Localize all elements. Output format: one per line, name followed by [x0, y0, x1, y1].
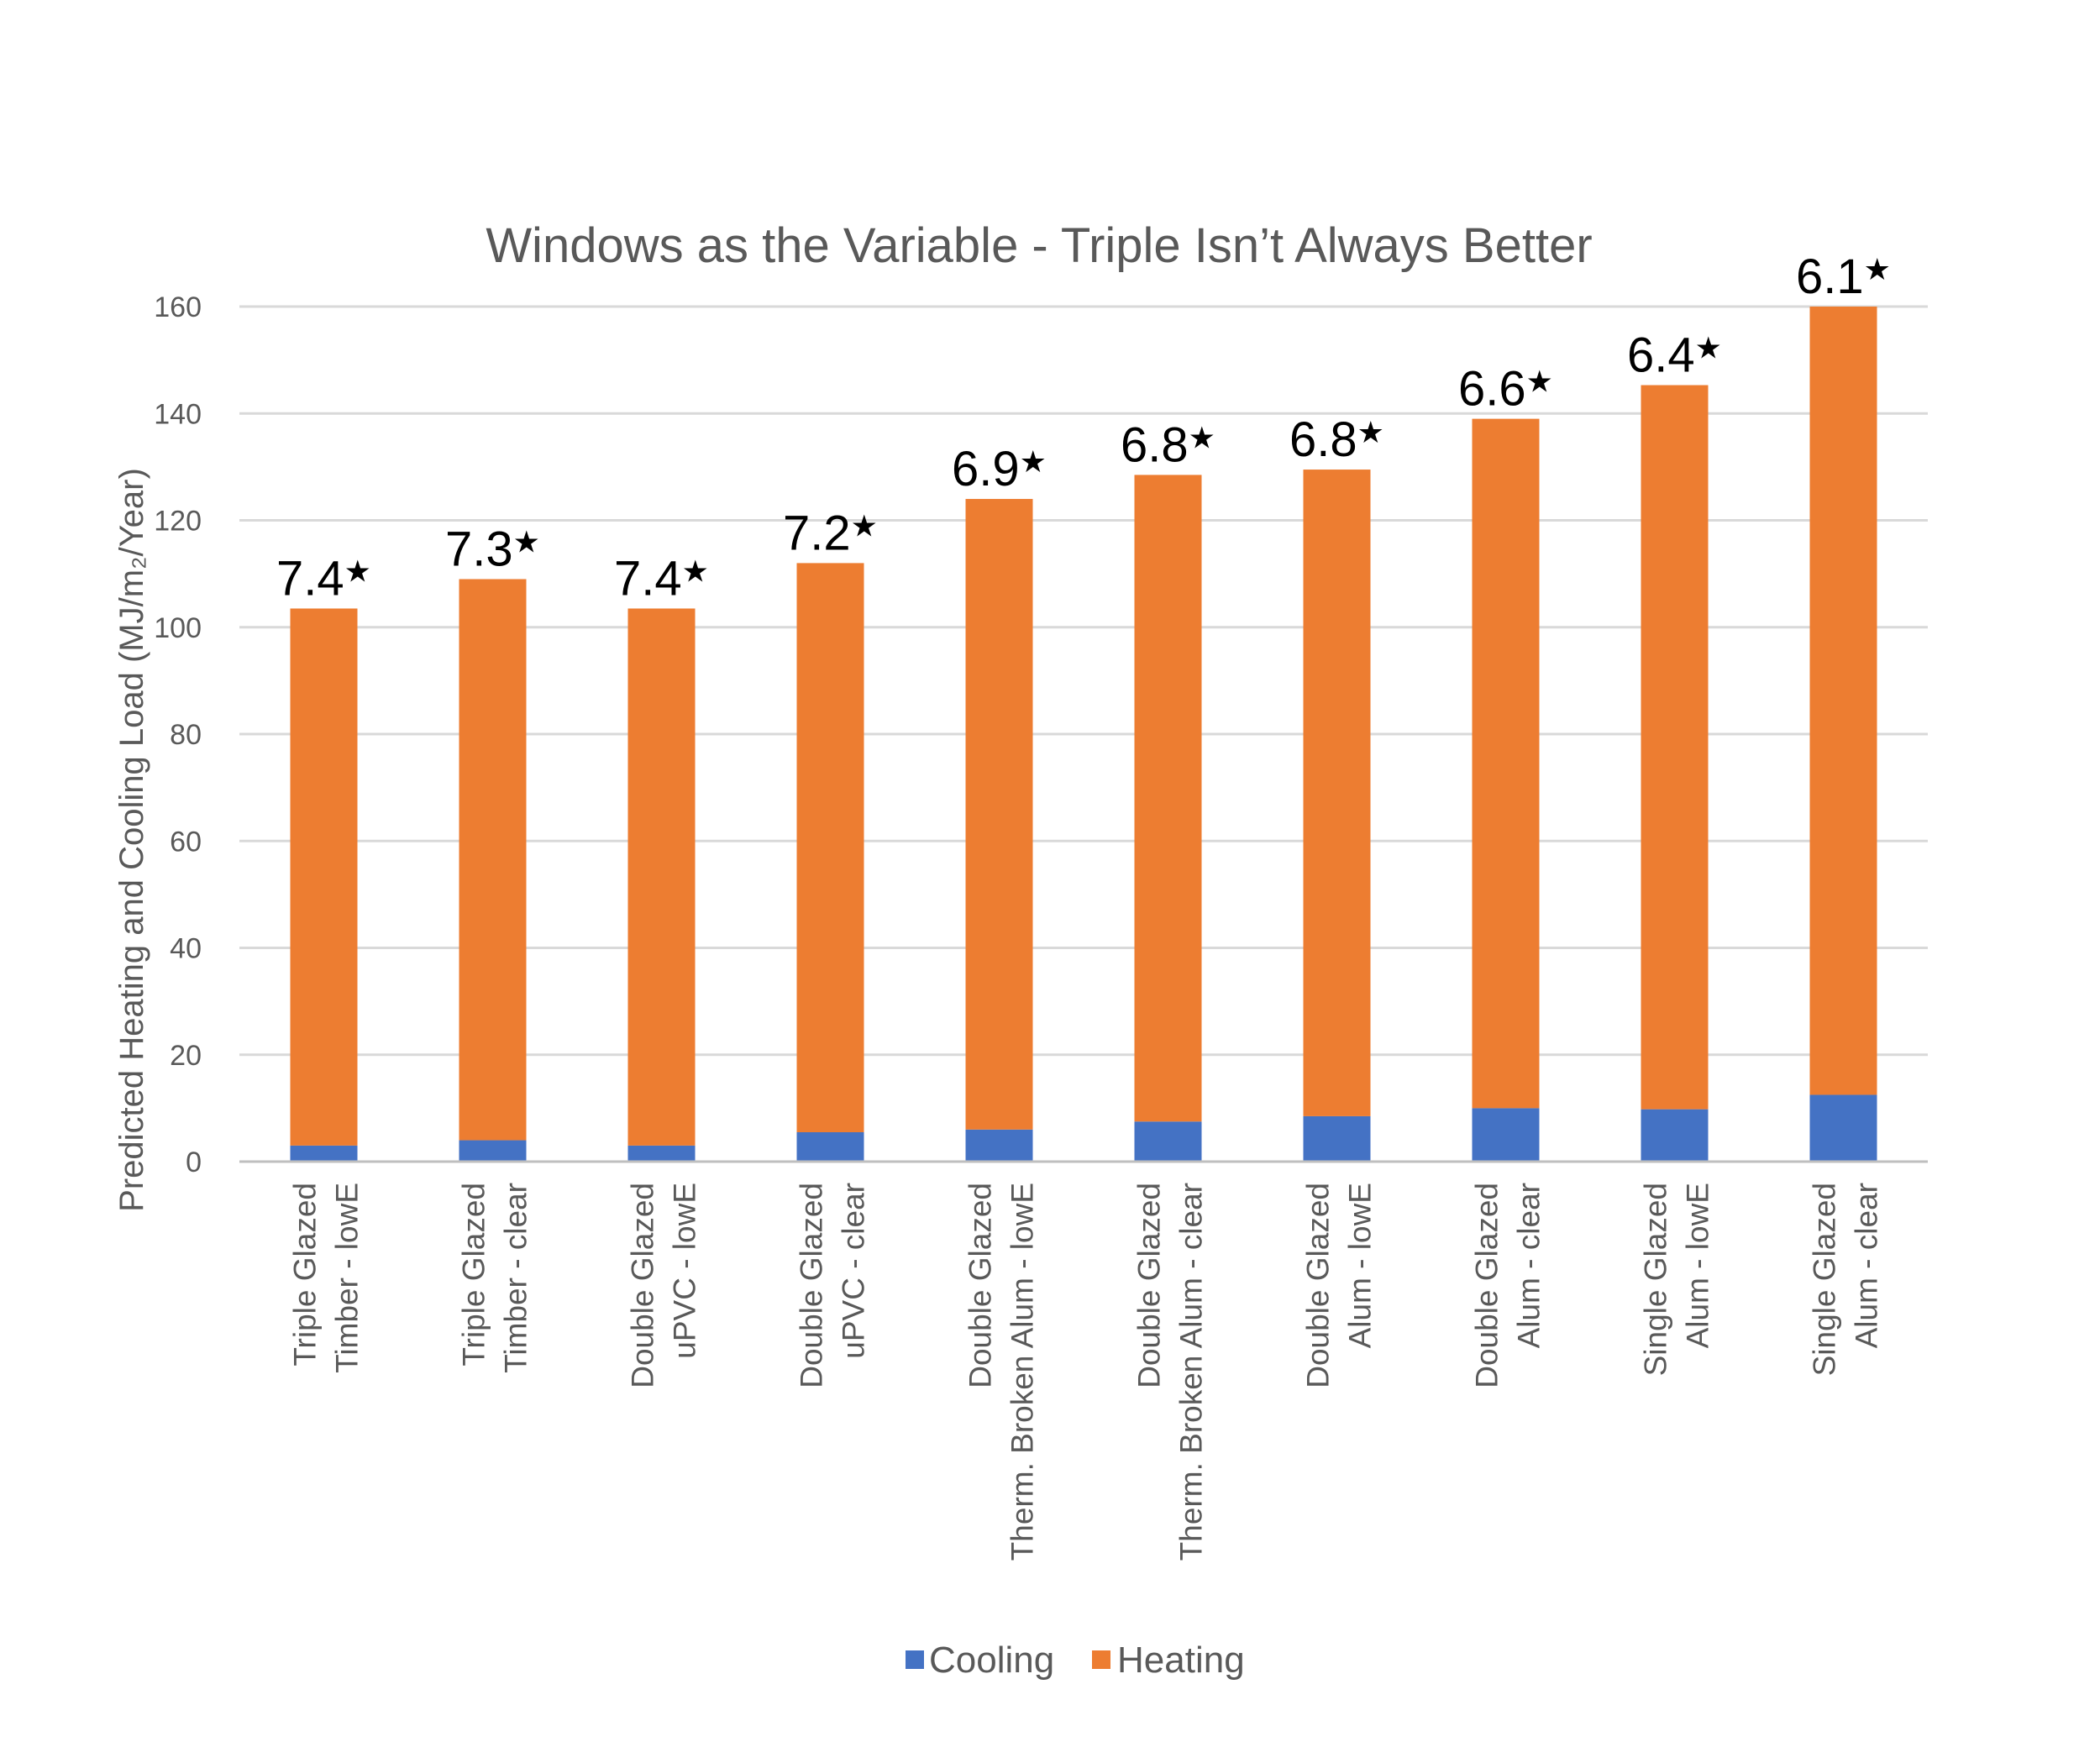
x-tick-label-line1: Double Glazed — [963, 1183, 998, 1388]
x-tick-label: Single Glazed Alum - clear — [1808, 1183, 1884, 1376]
x-tick-label-line1: Double Glazed — [626, 1183, 660, 1388]
data-label: 6.1★ — [1796, 249, 1891, 304]
data-label: 6.8★ — [1121, 417, 1215, 472]
legend-label-heating: Heating — [1117, 1640, 1245, 1681]
data-label: 7.2★ — [783, 506, 878, 560]
y-tick-label: 140 — [154, 398, 202, 430]
x-tick-label: Double Glazed Therm. Broken Alum - lowE — [963, 1183, 1040, 1561]
y-tick-label: 120 — [154, 506, 202, 538]
x-tick-label-line2: Therm. Broken Alum - lowE — [1005, 1183, 1040, 1561]
data-label: 7.4★ — [276, 551, 371, 606]
bar-cooling — [459, 1140, 527, 1162]
x-tick-label-line2: Timber - lowE — [330, 1183, 365, 1373]
data-label: 7.3★ — [445, 522, 540, 576]
x-tick-label-line1: Double Glazed — [1132, 1183, 1167, 1388]
data-label: 6.8★ — [1289, 412, 1384, 467]
x-tick-label-line1: Single Glazed — [1639, 1183, 1673, 1376]
bar-cooling — [1303, 1115, 1371, 1162]
x-tick-label-line2: Therm. Broken Alum - clear — [1174, 1183, 1209, 1561]
x-tick-label-line1: Triple Glazed — [288, 1183, 323, 1367]
data-labels: 7.4★ 7.3★ 7.4★ 7.2★ 6.9★ 6.8★ 6.8★ 6.6★ 6.4★ 6.1★ — [276, 249, 1891, 606]
bar-cooling — [796, 1132, 864, 1162]
x-tick-label: Triple Glazed Timber - clear — [457, 1183, 533, 1373]
x-tick-label-line1: Double Glazed — [795, 1183, 829, 1388]
y-tick-label: 20 — [170, 1040, 202, 1072]
x-tick-label: Double Glazed uPVC - lowE — [626, 1183, 702, 1388]
bars — [290, 307, 1877, 1162]
x-tick-label-line2: Alum - clear — [1850, 1183, 1884, 1348]
x-tick-label: Double Glazed Alum - clear — [1470, 1183, 1546, 1388]
x-tick-label: Single Glazed Alum - lowE — [1639, 1183, 1715, 1376]
bar-heating — [965, 499, 1033, 1130]
y-tick-label: 0 — [186, 1146, 202, 1178]
x-tick-label: Triple Glazed Timber - lowE — [288, 1183, 365, 1373]
x-tick-label-line2: uPVC - lowE — [668, 1183, 702, 1359]
x-tick-label-line1: Triple Glazed — [457, 1183, 491, 1367]
bar-heating — [1809, 307, 1877, 1095]
x-tick-label-line1: Double Glazed — [1470, 1183, 1504, 1388]
legend-swatch-heating — [1092, 1650, 1110, 1669]
bar-heating — [1303, 470, 1371, 1116]
bar-heating — [1472, 418, 1540, 1109]
x-tick-label: Double Glazed uPVC - clear — [795, 1183, 871, 1388]
x-tick-label-line2: Alum - lowE — [1681, 1183, 1715, 1348]
bar-heating — [627, 608, 696, 1146]
x-tick-label-line1: Single Glazed — [1808, 1183, 1842, 1376]
bar-cooling — [290, 1145, 358, 1162]
bar-heating — [1641, 385, 1709, 1110]
x-tick-label-line2: uPVC - clear — [837, 1183, 871, 1359]
bar-cooling — [1809, 1094, 1877, 1162]
x-tick-label-line1: Double Glazed — [1301, 1183, 1336, 1388]
legend-label-cooling: Cooling — [929, 1640, 1054, 1681]
data-label: 6.9★ — [952, 442, 1047, 496]
bar-heating — [290, 608, 358, 1146]
bar-cooling — [965, 1129, 1033, 1162]
y-tick-label: 80 — [170, 719, 202, 751]
x-tick-label: Double Glazed Therm. Broken Alum - clear — [1132, 1183, 1209, 1561]
y-axis-ticks: 0 20 40 60 80 100 120 140 160 — [154, 291, 202, 1178]
y-tick-label: 100 — [154, 612, 202, 644]
bar-heating — [796, 563, 864, 1133]
y-tick-label: 60 — [170, 826, 202, 858]
legend-swatch-cooling — [906, 1650, 924, 1669]
chart-title: Windows as the Variable - Triple Isn’t A… — [486, 218, 1592, 273]
bar-cooling — [1641, 1109, 1709, 1162]
legend: Cooling Heating — [906, 1640, 1245, 1681]
y-tick-label: 40 — [170, 933, 202, 965]
y-tick-label: 160 — [154, 291, 202, 323]
data-label: 6.4★ — [1627, 328, 1722, 383]
data-label: 6.6★ — [1458, 362, 1553, 417]
x-axis-ticks: Triple Glazed Timber - lowE Triple Glazed T… — [288, 1183, 1884, 1561]
bar-cooling — [1134, 1121, 1202, 1162]
bar-heating — [1134, 475, 1202, 1122]
bar-cooling — [1472, 1108, 1540, 1162]
y-axis-label: Predicted Heating and Cooling Load (MJ/m… — [113, 468, 150, 1212]
x-tick-label-line2: Timber - clear — [499, 1183, 533, 1373]
x-tick-label: Double Glazed Alum - lowE — [1301, 1183, 1378, 1388]
bar-cooling — [627, 1145, 696, 1162]
bar-heating — [459, 579, 527, 1141]
x-tick-label-line2: Alum - lowE — [1343, 1183, 1378, 1348]
x-tick-label-line2: Alum - clear — [1512, 1183, 1546, 1348]
data-label: 7.4★ — [614, 551, 709, 606]
